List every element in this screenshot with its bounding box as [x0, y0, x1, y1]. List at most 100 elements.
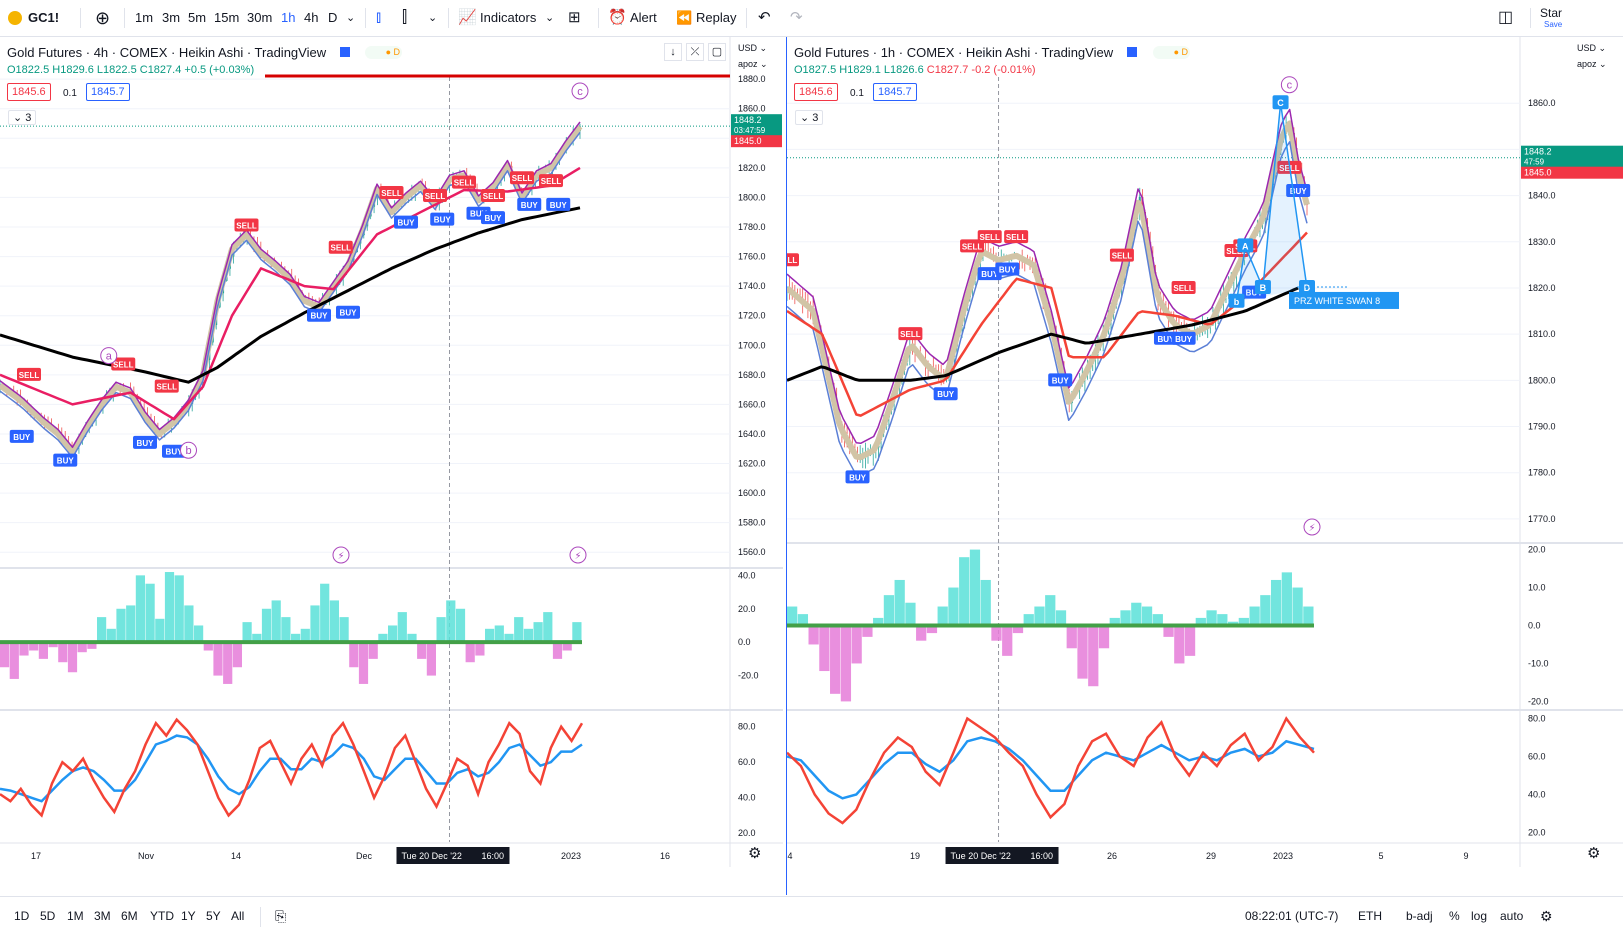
right-chart-svg[interactable]: 1860.01850.01840.01830.01820.01810.01800…: [787, 37, 1623, 895]
left-sell-price-box[interactable]: 1845.6: [7, 83, 51, 101]
redo-icon[interactable]: ↷: [790, 9, 803, 26]
option-log[interactable]: log: [1471, 909, 1488, 923]
flag-icon[interactable]: [1127, 47, 1137, 57]
sell-signal-tag: [328, 240, 353, 254]
last-price-badge: [1521, 145, 1623, 168]
x-tick-label: Dec: [356, 851, 373, 861]
interval-15m[interactable]: 15m: [214, 10, 240, 25]
rsi-tick-label: 80.0: [738, 722, 756, 732]
templates-icon[interactable]: ⊞: [568, 9, 581, 26]
left-scale-name[interactable]: apoz ⌄: [738, 59, 768, 69]
right-open: O1827.5: [794, 64, 837, 76]
right-chart-pane[interactable]: 1860.01850.01840.01830.01820.01810.01800…: [786, 37, 1623, 895]
goto-date-icon[interactable]: ⎘: [275, 908, 287, 924]
ema-purple-line: [787, 108, 1308, 445]
osc-histogram-bar: [261, 608, 272, 643]
symbol-button[interactable]: GC1!: [28, 10, 60, 25]
replay-button[interactable]: Replay: [696, 10, 737, 25]
osc-histogram-bar: [523, 628, 533, 643]
left-high: H1829.6: [52, 64, 94, 76]
left-chart-pane[interactable]: 1880.01860.01840.01820.01800.01780.01760…: [0, 37, 783, 895]
right-scale-name[interactable]: apoz ⌄: [1577, 59, 1607, 69]
rsi-tick-label: 40.0: [738, 793, 756, 803]
left-close: C1827.4: [139, 64, 182, 76]
right-settings-gear-icon[interactable]: ⚙: [1587, 845, 1601, 862]
interval-1h[interactable]: 1h: [281, 10, 296, 25]
pattern-point-label: b: [1234, 297, 1240, 307]
flag-icon[interactable]: [340, 47, 350, 57]
x-tick-label: 17: [31, 851, 41, 861]
range-1m[interactable]: 1M: [67, 909, 84, 923]
range-5y[interactable]: 5Y: [206, 909, 221, 923]
alert-icon[interactable]: ⏰: [608, 9, 627, 26]
range-6m[interactable]: 6M: [121, 909, 138, 923]
osc-histogram-bar: [969, 549, 981, 626]
left-collapse-indicators[interactable]: ⌄ 3: [8, 110, 37, 125]
compare-add-icon[interactable]: ⊕: [95, 8, 111, 28]
option-auto[interactable]: auto: [1500, 909, 1524, 923]
chart-type-dropdown-icon[interactable]: ⌄: [428, 12, 438, 24]
crosshair-date-label: Tue 20 Dec '22: [402, 851, 462, 861]
osc-histogram-bar: [1217, 614, 1228, 626]
left-currency[interactable]: USD ⌄: [738, 43, 768, 53]
ema-fast-line: [787, 120, 1310, 461]
right-sell-price-box[interactable]: 1845.6: [794, 83, 838, 101]
osc-histogram-bar: [446, 600, 456, 643]
indicators-icon[interactable]: 📈: [458, 9, 477, 26]
sell-signal-label: SELL: [512, 174, 533, 183]
bottom-settings-gear-icon[interactable]: ⚙: [1540, 908, 1553, 924]
osc-histogram-bar: [67, 642, 78, 673]
option-b-adj[interactable]: b-adj: [1406, 909, 1433, 923]
symbol-logo-icon: [8, 11, 22, 25]
left-settings-gear-icon[interactable]: ⚙: [748, 845, 762, 862]
buy-signal-tag: [517, 197, 542, 211]
y-tick-label: 1770.0: [1528, 514, 1556, 524]
rsi-tick-label: 20.0: [1528, 828, 1546, 838]
layout-icon[interactable]: ◫: [1498, 9, 1514, 26]
range-3m[interactable]: 3M: [94, 909, 111, 923]
interval-1m[interactable]: 1m: [135, 10, 154, 25]
range-ytd[interactable]: YTD: [150, 909, 174, 923]
range-1d[interactable]: 1D: [14, 909, 30, 923]
collapse-pane-icon[interactable]: ⤫: [686, 43, 704, 61]
left-buy-price-box[interactable]: 1845.7: [86, 83, 130, 101]
delayed-badge-icon: ● D: [365, 46, 402, 59]
right-currency[interactable]: USD ⌄: [1577, 43, 1607, 53]
interval-d[interactable]: D: [328, 10, 338, 25]
alert-button[interactable]: Alert: [630, 10, 657, 25]
maximize-pane-icon[interactable]: ▢: [708, 43, 726, 61]
ema-fast-line: [0, 124, 583, 455]
buy-signal-label: BUY: [470, 210, 488, 219]
interval-30m[interactable]: 30m: [247, 10, 273, 25]
interval-3m[interactable]: 3m: [162, 10, 181, 25]
right-buy-price-box[interactable]: 1845.7: [873, 83, 917, 101]
ma-red-line: [787, 231, 1308, 417]
interval-5m[interactable]: 5m: [188, 10, 207, 25]
clock-time[interactable]: 08:22:01 (UTC-7): [1245, 909, 1339, 923]
bar-style-icon[interactable]: ⫾: [376, 9, 382, 26]
option-percent[interactable]: %: [1449, 909, 1460, 923]
right-collapse-indicators[interactable]: ⌄ 3: [795, 110, 824, 125]
interval-4h[interactable]: 4h: [304, 10, 319, 25]
last-price-badge: [731, 114, 782, 137]
osc-histogram-bar: [1012, 625, 1024, 634]
left-chart-svg[interactable]: 1880.01860.01840.01820.01800.01780.01760…: [0, 37, 783, 895]
save-label[interactable]: Save: [1544, 20, 1563, 29]
buy-signal-label: BUY: [1052, 376, 1070, 385]
indicators-dropdown-icon[interactable]: ⌄: [545, 12, 555, 24]
range-all[interactable]: All: [231, 909, 245, 923]
sell-signal-label: SELL: [979, 233, 1000, 242]
range-5d[interactable]: 5D: [40, 909, 56, 923]
interval-dropdown-icon[interactable]: ⌄: [346, 12, 356, 24]
session-eth[interactable]: ETH: [1358, 909, 1382, 923]
sell-signal-label: SELL: [900, 330, 921, 339]
indicators-button[interactable]: Indicators: [480, 10, 537, 25]
range-1y[interactable]: 1Y: [181, 909, 196, 923]
undo-icon[interactable]: ↶: [758, 9, 771, 26]
candle-type-icon[interactable]: ⫿: [402, 9, 408, 26]
wave-marker: [1280, 76, 1298, 94]
scroll-down-icon[interactable]: ↓: [664, 43, 682, 61]
osc-histogram-bar: [1098, 625, 1110, 649]
replay-icon[interactable]: ⏪: [676, 10, 693, 25]
star-label[interactable]: Star: [1540, 6, 1563, 20]
